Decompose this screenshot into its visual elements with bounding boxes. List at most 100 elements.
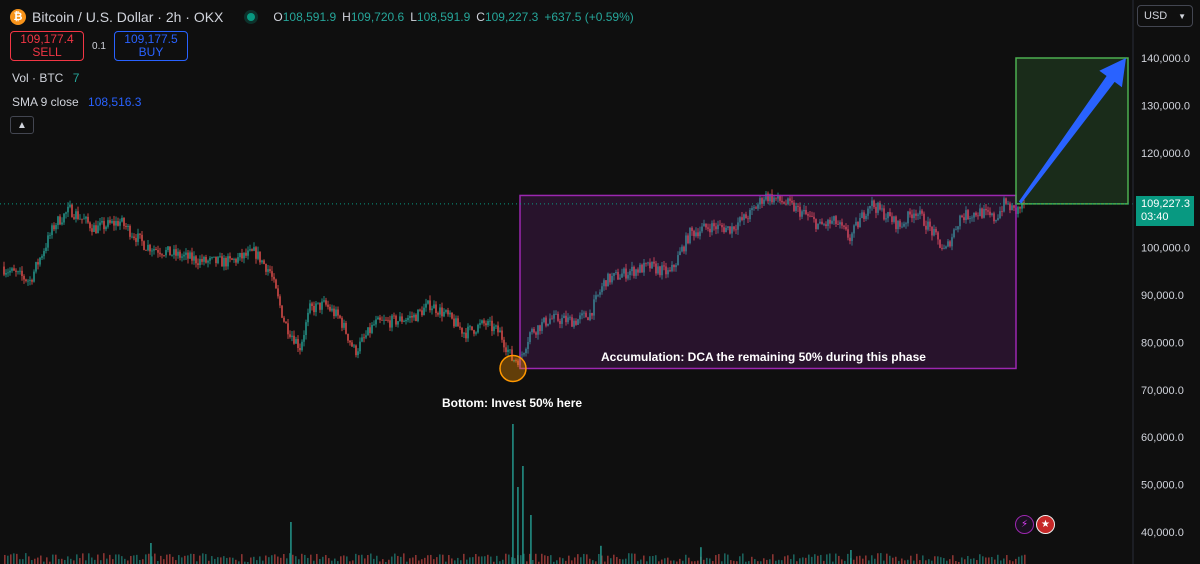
volume-bar <box>946 560 948 564</box>
candle-body <box>417 309 419 322</box>
volume-bar <box>487 554 489 564</box>
volume-bar <box>334 558 336 564</box>
candle-body <box>823 224 825 226</box>
candle-body <box>981 208 983 218</box>
candle-body <box>339 315 341 318</box>
volume-bar <box>67 556 69 564</box>
volume-bar <box>370 553 372 564</box>
candle-body <box>767 193 769 202</box>
volume-bar <box>802 557 804 564</box>
volume-bar <box>742 553 744 564</box>
candle-body <box>667 270 669 275</box>
candle-body <box>283 317 285 322</box>
candle-body <box>753 207 755 209</box>
volume-bar <box>148 553 150 564</box>
candle-body <box>795 206 797 211</box>
bottom-annotation[interactable]: Bottom: Invest 50% here <box>442 396 583 410</box>
ohlc-change: +637.5 (+0.59%) <box>544 10 634 24</box>
accumulation-annotation[interactable]: Accumulation: DCA the remaining 50% duri… <box>601 350 926 364</box>
candle-body <box>203 256 205 262</box>
candle-body <box>851 233 853 241</box>
candle-body <box>781 200 783 203</box>
candle-body <box>727 226 729 228</box>
candle-body <box>109 220 111 223</box>
candle-body <box>145 249 147 251</box>
volume-bar <box>877 553 879 564</box>
candle-body <box>129 225 131 237</box>
candle-body <box>343 322 345 328</box>
buy-button[interactable]: 109,177.5 BUY <box>114 31 188 61</box>
currency-select[interactable]: USD ▼ <box>1137 5 1193 27</box>
candle-body <box>669 270 671 272</box>
candle-body <box>509 349 511 351</box>
volume-bar <box>466 559 468 564</box>
candle-body <box>599 292 601 295</box>
candle-body <box>945 246 947 249</box>
volume-bar <box>895 556 897 564</box>
y-tick-label: 120,000.0 <box>1141 148 1190 160</box>
volume-bar <box>961 557 963 564</box>
candle-body <box>717 224 719 230</box>
candle-body <box>385 319 387 321</box>
volume-bar <box>319 559 321 564</box>
volume-bar <box>652 556 654 564</box>
candle-body <box>785 203 787 205</box>
volume-bar <box>472 557 474 564</box>
volume-bar <box>382 559 384 564</box>
volume-bar <box>868 560 870 564</box>
symbol-header[interactable]: ₿ Bitcoin / U.S. Dollar · 2h · OKX O108,… <box>10 7 634 27</box>
volume-bar <box>568 555 570 564</box>
volume-bar <box>409 558 411 564</box>
candle-body <box>111 221 113 223</box>
symbol-title[interactable]: Bitcoin / U.S. Dollar · 2h · OKX <box>32 9 224 25</box>
volume-bar <box>892 557 894 564</box>
candle-body <box>397 321 399 325</box>
sma-indicator-legend[interactable]: SMA 9 close 108,516.3 <box>12 95 141 109</box>
volume-bar <box>76 554 78 564</box>
candle-body <box>761 198 763 204</box>
volume-bar <box>574 557 576 564</box>
volume-bar <box>694 561 696 564</box>
candle-body <box>473 330 475 334</box>
volume-bar <box>328 558 330 564</box>
candle-body <box>833 216 835 221</box>
candle-body <box>801 211 803 217</box>
candle-body <box>571 317 573 327</box>
lightning-icon[interactable]: ⚡ <box>1015 515 1034 534</box>
candle-body <box>831 220 833 224</box>
candle-body <box>909 211 911 215</box>
candle-body <box>419 309 421 311</box>
candle-body <box>505 347 507 352</box>
collapse-legend-button[interactable]: ▲ <box>10 116 34 134</box>
volume-bar <box>952 555 954 564</box>
candle-body <box>181 256 183 258</box>
sell-button[interactable]: 109,177.4 SELL <box>10 31 84 61</box>
volume-bar <box>73 560 75 564</box>
volume-bar <box>451 558 453 564</box>
candle-body <box>615 272 617 274</box>
volume-bar <box>499 561 501 564</box>
candle-body <box>437 313 439 315</box>
drawings[interactable] <box>0 57 1133 383</box>
candle-body <box>435 304 437 314</box>
us-flag-icon[interactable]: ★ <box>1036 515 1055 534</box>
candle-body <box>443 311 445 317</box>
volume-indicator-legend[interactable]: Vol · BTC 7 <box>12 71 79 85</box>
price-axis[interactable]: 140,000.0 130,000.0 120,000.0 100,000.0 90,0… <box>1132 0 1190 564</box>
volume-bar <box>190 553 192 564</box>
volume-bar <box>673 560 675 564</box>
candle-body <box>591 313 593 316</box>
y-tick-label: 100,000.0 <box>1141 243 1190 255</box>
volume-bar <box>283 554 285 564</box>
order-quantity[interactable]: 0.1 <box>92 40 106 52</box>
candle-body <box>839 222 841 225</box>
candle-body <box>125 225 127 227</box>
y-tick-label: 90,000.0 <box>1141 290 1184 302</box>
candle-body <box>329 306 331 311</box>
candle-body <box>919 210 921 215</box>
candle-body <box>979 208 981 217</box>
volume-bar <box>616 557 618 564</box>
candle-body <box>49 235 51 236</box>
candle-body <box>627 275 629 279</box>
